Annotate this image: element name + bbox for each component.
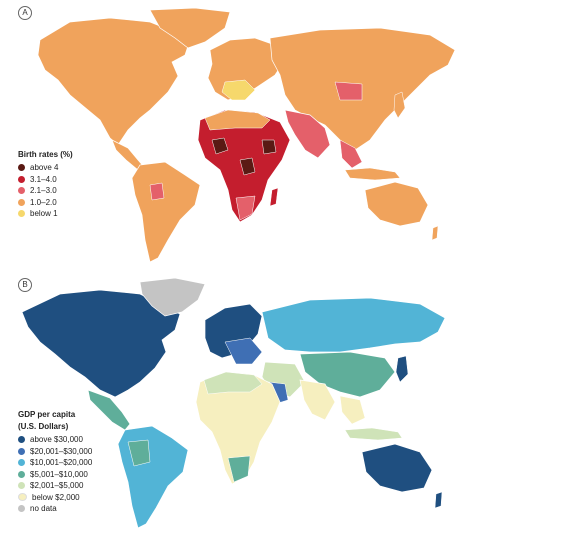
north-africa xyxy=(204,109,271,131)
legend-item-10001-20000: $10,001–$20,000 xyxy=(18,457,92,469)
australia xyxy=(361,443,433,493)
legend-item-5001-10000: $5,001–$10,000 xyxy=(18,469,92,481)
africa-very-high xyxy=(211,137,277,176)
gdp-legend: GDP per capita (U.S. Dollars) above $30,… xyxy=(18,410,92,515)
new-zealand xyxy=(434,491,443,509)
gdp-world-map xyxy=(21,277,446,529)
birth-rate-world-map xyxy=(37,7,456,263)
asia-central-higher-rate xyxy=(334,81,363,101)
south-america-higher-rate xyxy=(149,182,165,201)
north-africa xyxy=(203,371,263,395)
legend-item-1-0-2-0: 1.0–2.0 xyxy=(18,197,73,209)
legend-item-below-2000: below $2,000 xyxy=(18,492,92,504)
china xyxy=(299,351,396,398)
australia xyxy=(364,181,429,227)
madagascar xyxy=(269,187,279,207)
legend-item-2-1-3-0: 2.1–3.0 xyxy=(18,185,73,197)
greenland xyxy=(139,277,206,317)
southeast-asia xyxy=(339,139,363,169)
mexico xyxy=(87,389,131,431)
russia xyxy=(261,297,446,353)
indonesia xyxy=(344,427,403,441)
legend-item-below-1: below 1 xyxy=(18,208,73,220)
asia xyxy=(269,27,456,151)
birth-rate-legend: Birth rates (%) above 4 3.1–4.0 2.1–3.0 … xyxy=(18,150,73,220)
gdp-legend-title-2: (U.S. Dollars) xyxy=(18,422,69,431)
southern-africa xyxy=(227,455,251,483)
africa xyxy=(195,371,281,485)
gdp-legend-title-1: GDP per capita xyxy=(18,410,76,419)
japan xyxy=(393,91,406,119)
japan xyxy=(395,355,409,383)
legend-item-20001-30000: $20,001–$30,000 xyxy=(18,446,92,458)
eastern-europe xyxy=(224,337,263,365)
legend-item-above-30000: above $30,000 xyxy=(18,434,92,446)
south-asia xyxy=(284,109,331,159)
birth-rate-map-panel: A Birth rates (%) above 4 3.1–4.0 2.1–3.… xyxy=(0,0,575,272)
new-zealand xyxy=(431,225,439,241)
legend-item-3-1-4-0: 3.1–4.0 xyxy=(18,174,73,186)
southeast-asia xyxy=(339,395,366,425)
north-america xyxy=(37,17,191,146)
europe-low-rate xyxy=(221,79,256,101)
gdp-map-panel: B GDP per capita (U.S. Dollars) above $3… xyxy=(0,272,575,546)
legend-item-above-4: above 4 xyxy=(18,162,73,174)
greenland xyxy=(149,7,231,49)
south-america xyxy=(131,161,201,263)
panel-b-badge: B xyxy=(18,278,32,292)
southern-africa xyxy=(235,195,256,221)
south-asia xyxy=(299,379,336,421)
south-america-middle xyxy=(127,439,151,467)
panel-a-badge: A xyxy=(18,6,32,20)
birth-rate-legend-title: Birth rates (%) xyxy=(18,150,73,159)
legend-item-2001-5000: $2,001–$5,000 xyxy=(18,480,92,492)
indonesia xyxy=(344,167,401,181)
south-america xyxy=(117,425,189,529)
legend-item-no-data: no data xyxy=(18,503,92,515)
